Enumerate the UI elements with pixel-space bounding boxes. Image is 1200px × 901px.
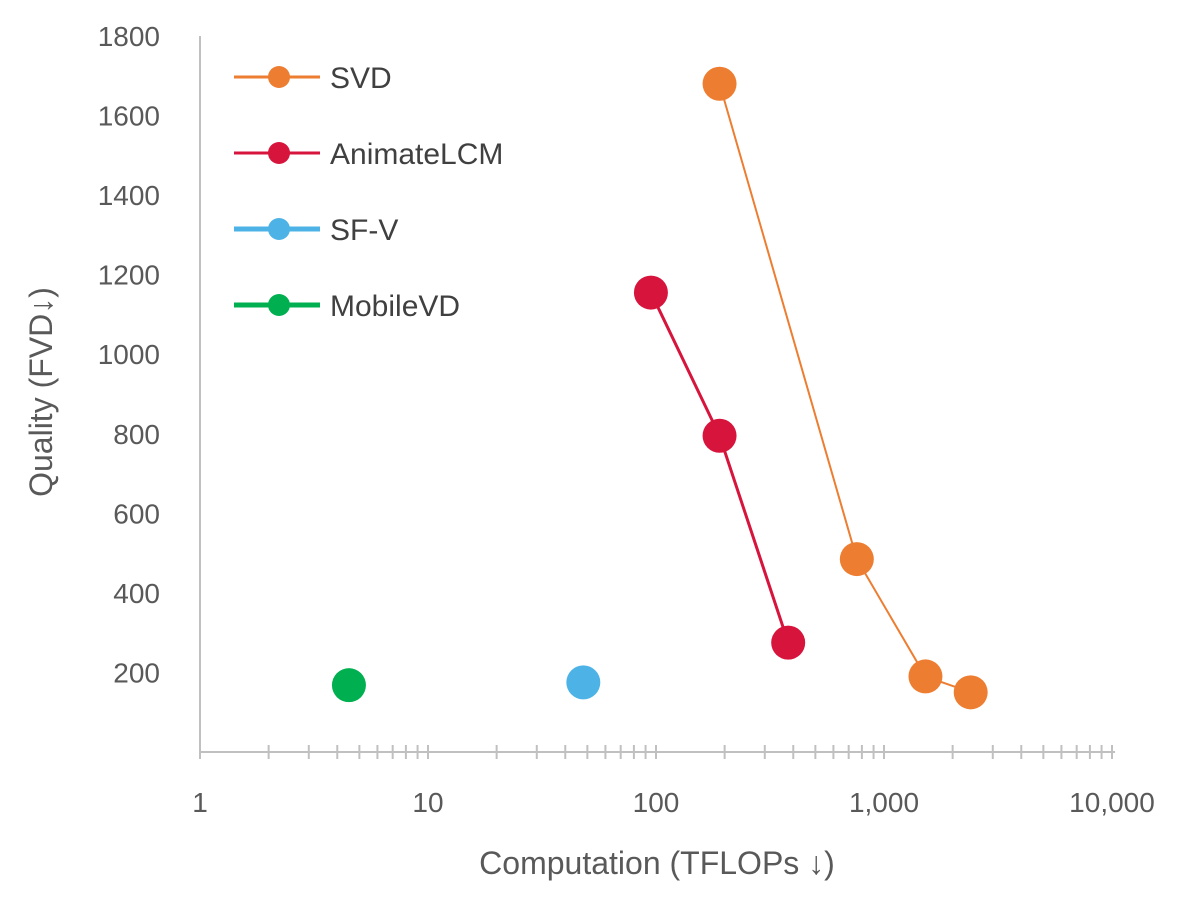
legend-item-mobilevd: MobileVD — [234, 290, 460, 323]
data-point-animatelcm — [633, 275, 668, 310]
y-tick-label: 1800 — [98, 21, 160, 52]
legend-item-svd: SVD — [234, 62, 392, 95]
y-tick-label: 1000 — [98, 339, 160, 370]
data-point-svd — [908, 659, 943, 694]
legend: SVD AnimateLCM SF-V MobileVD — [234, 62, 503, 323]
legend-swatch-marker — [268, 218, 290, 240]
x-tick-label: 100 — [633, 787, 680, 818]
data-point-svd — [702, 66, 737, 101]
axes — [199, 36, 1115, 753]
y-tick-label: 800 — [113, 419, 160, 450]
y-tick-labels: 200 400 600 800 1000 1200 1400 1600 1800 — [98, 21, 160, 688]
series-line-svd — [718, 83, 972, 694]
data-point-sf-v — [566, 665, 601, 700]
y-tick-label: 400 — [113, 578, 160, 609]
legend-label: SVD — [330, 62, 392, 95]
y-tick-label: 1400 — [98, 180, 160, 211]
legend-swatch-marker — [268, 294, 290, 316]
x-tick-label: 1 — [192, 787, 208, 818]
x-ticks — [199, 745, 1113, 759]
legend-item-sf-v: SF-V — [234, 214, 398, 247]
series-points — [331, 66, 988, 710]
data-point-mobilevd — [331, 668, 366, 703]
series-line-animatelcm — [649, 291, 790, 644]
x-tick-labels: 1 10 100 1,000 10,000 — [192, 787, 1155, 818]
data-point-animatelcm — [702, 418, 737, 453]
x-tick-label: 1,000 — [849, 787, 919, 818]
data-point-svd — [953, 675, 988, 710]
legend-item-animatelcm: AnimateLCM — [234, 138, 503, 171]
legend-swatch-marker — [268, 142, 290, 164]
legend-label: SF-V — [330, 214, 398, 247]
data-point-svd — [839, 542, 874, 577]
legend-swatch-marker — [268, 66, 290, 88]
y-tick-label: 1200 — [98, 260, 160, 291]
y-tick-label: 200 — [113, 657, 160, 688]
x-tick-label: 10 — [412, 787, 443, 818]
y-axis-title: Quality (FVD↓) — [23, 287, 59, 497]
legend-label: AnimateLCM — [330, 138, 503, 171]
data-point-animatelcm — [771, 625, 806, 660]
y-tick-label: 1600 — [98, 101, 160, 132]
y-tick-label: 600 — [113, 498, 160, 529]
x-axis-title: Computation (TFLOPs ↓) — [479, 845, 835, 881]
legend-label: MobileVD — [330, 290, 460, 323]
series-lines — [649, 83, 972, 694]
x-tick-label: 10,000 — [1069, 787, 1155, 818]
